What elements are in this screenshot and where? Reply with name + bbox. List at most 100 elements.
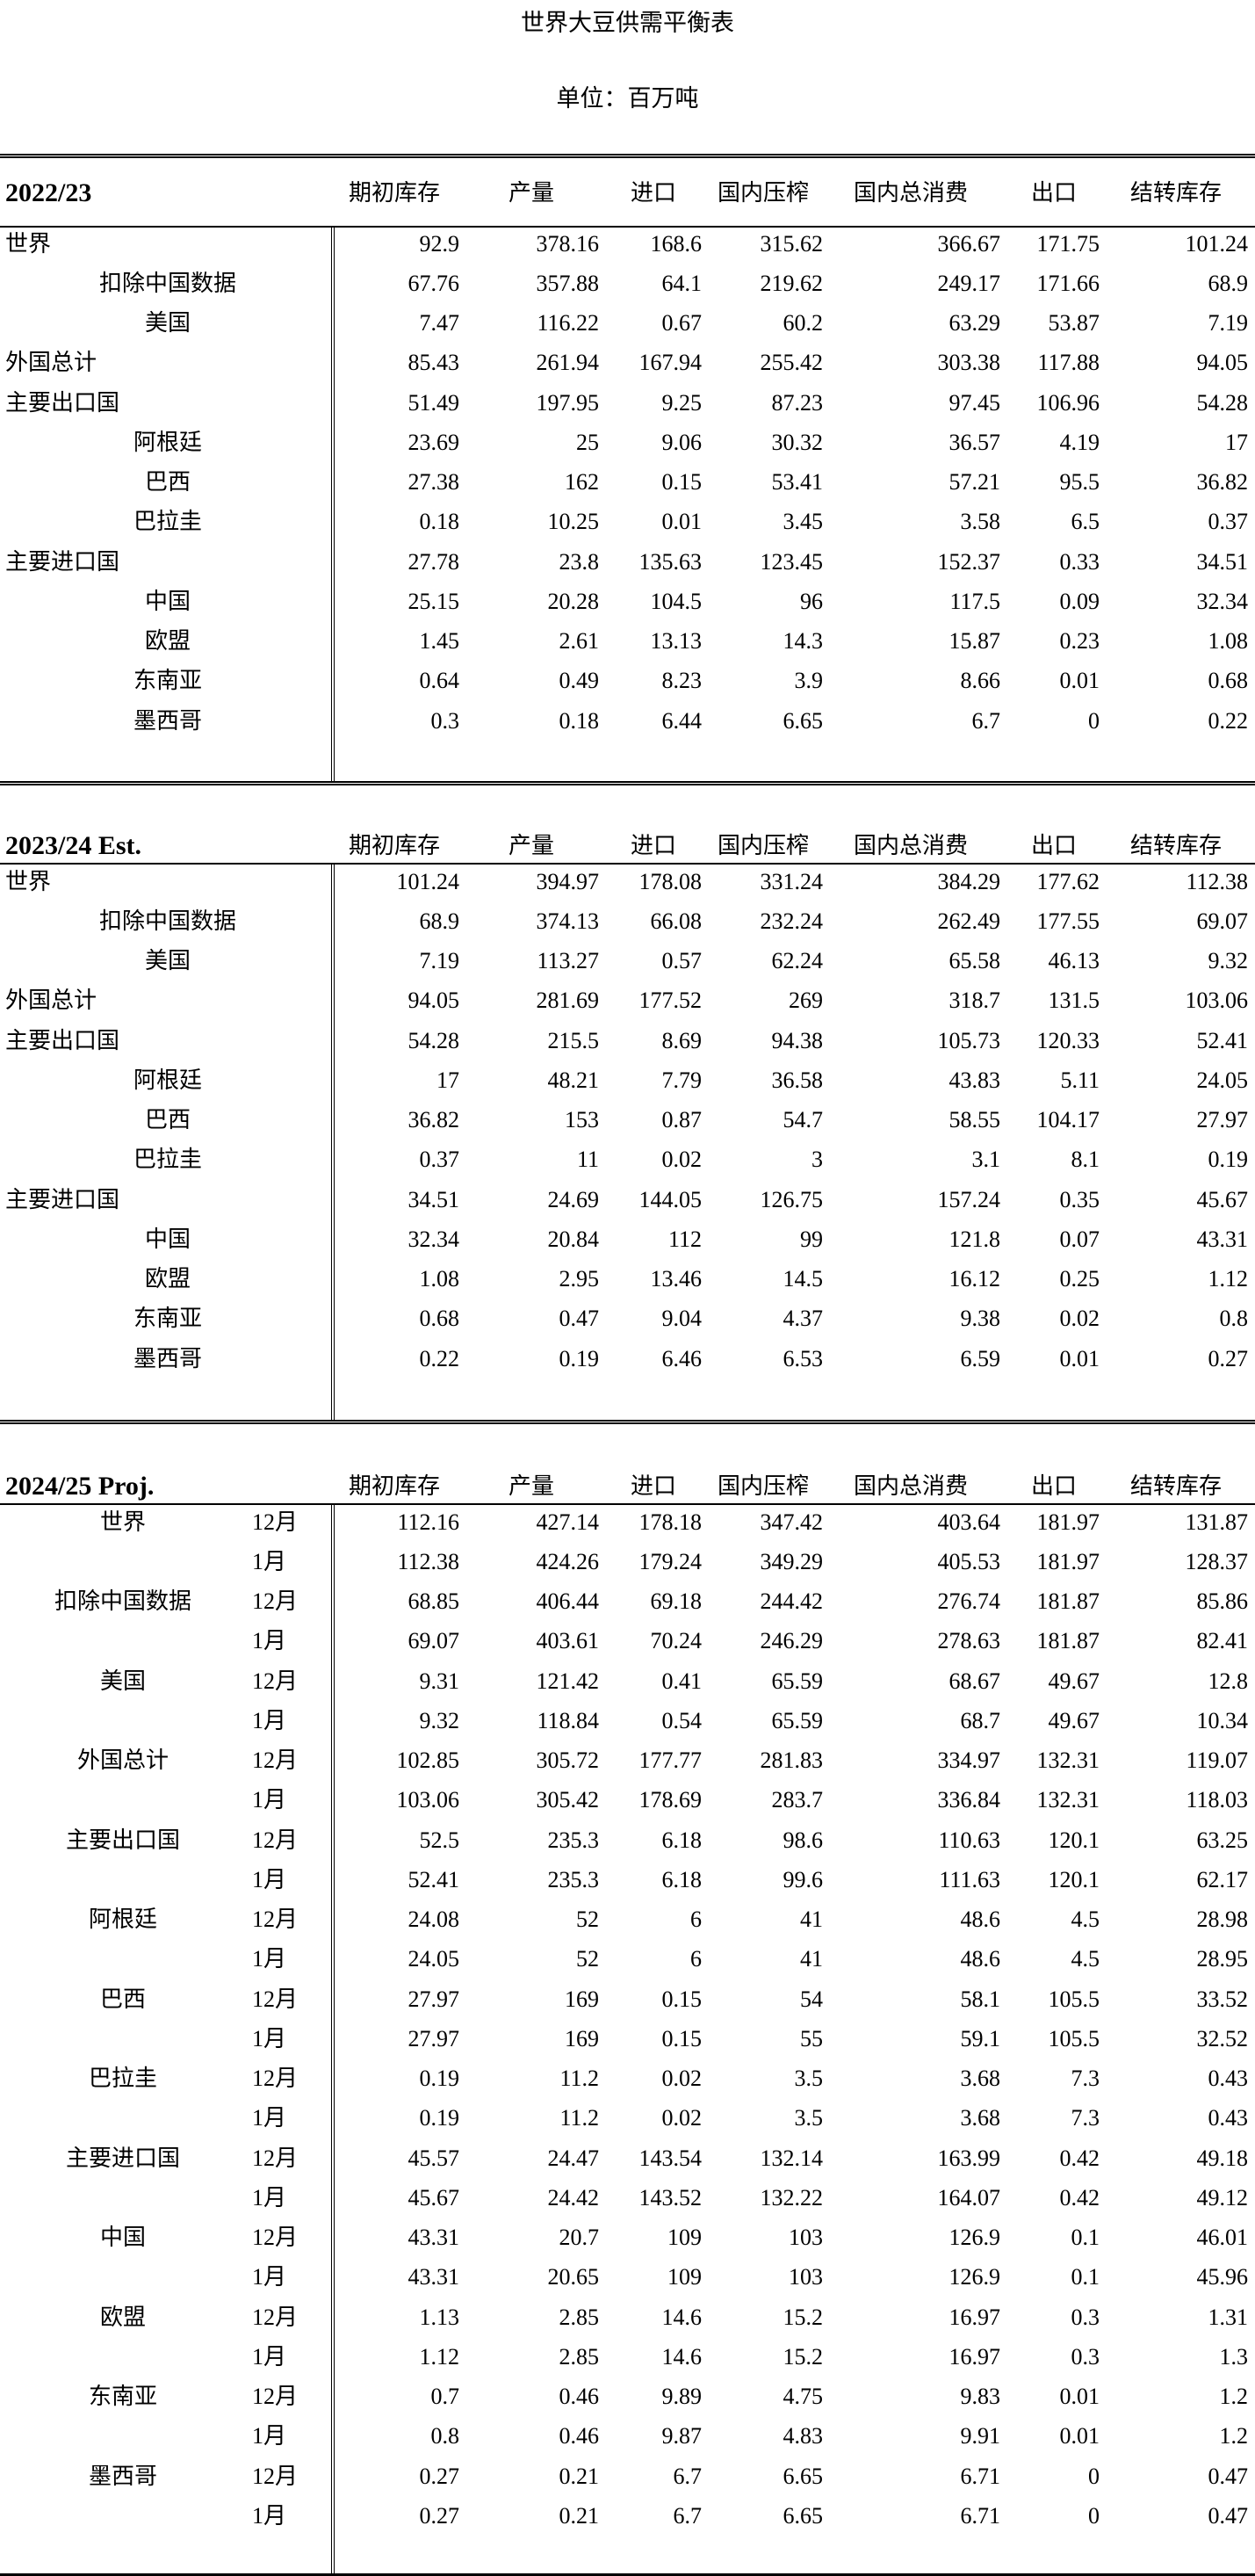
cell-value: 117.5 bbox=[949, 588, 1000, 614]
cell-value: 0.43 bbox=[1208, 2105, 1249, 2131]
row-label: 阿根廷 bbox=[88, 1907, 157, 1932]
table-row: 外国总计 85.43 261.94 167.94 255.42 303.38 117.88 9… bbox=[0, 343, 1255, 382]
cell-value: 132.14 bbox=[760, 2145, 824, 2171]
cell-value: 261.94 bbox=[536, 350, 600, 376]
row-label: 主要进口国 bbox=[65, 2145, 180, 2171]
cell-value: 0.33 bbox=[1059, 548, 1100, 575]
table-row: 巴拉圭 0.18 10.25 0.01 3.45 3.58 6.5 0.37 bbox=[0, 502, 1255, 541]
cell-value: 8.23 bbox=[661, 668, 703, 694]
cell-value: 0.47 bbox=[559, 1306, 600, 1332]
cell-value: 0.19 bbox=[419, 2066, 460, 2091]
table-row: 1月 0.8 0.46 9.87 4.83 9.91 0.01 1.2 bbox=[0, 2416, 1255, 2456]
cell-value: 116.22 bbox=[537, 310, 599, 336]
cell-value: 65.58 bbox=[948, 948, 1001, 973]
column-header: 出口 bbox=[1031, 180, 1078, 206]
month-label: 1月 bbox=[252, 1707, 287, 1733]
cell-value: 53.87 bbox=[1048, 310, 1100, 336]
column-header: 产量 bbox=[508, 180, 555, 206]
cell-value: 0.68 bbox=[1208, 668, 1249, 694]
cell-value: 1.31 bbox=[1208, 2304, 1249, 2330]
cell-value: 45.67 bbox=[408, 2184, 460, 2211]
cell-value: 6.53 bbox=[783, 1345, 824, 1371]
cell-value: 4.5 bbox=[1071, 1907, 1100, 1932]
cell-value: 11 bbox=[576, 1147, 599, 1173]
cell-value: 99 bbox=[800, 1226, 823, 1252]
cell-value: 276.74 bbox=[937, 1588, 1001, 1614]
cell-value: 118.84 bbox=[537, 1707, 599, 1733]
table-row: 巴西 27.38 162 0.15 53.41 57.21 95.5 36.82 bbox=[0, 462, 1255, 502]
cell-value: 6.7 bbox=[673, 2463, 703, 2489]
month-label: 1月 bbox=[252, 1787, 287, 1813]
cell-value: 68.7 bbox=[960, 1707, 1001, 1733]
cell-value: 164.07 bbox=[937, 2184, 1001, 2211]
bottom-rule bbox=[0, 2573, 1255, 2576]
cell-value: 0.3 bbox=[1071, 2343, 1100, 2370]
cell-value: 33.52 bbox=[1196, 1986, 1249, 2012]
cell-value: 278.63 bbox=[937, 1628, 1001, 1654]
cell-value: 153 bbox=[565, 1107, 599, 1132]
cell-value: 0.02 bbox=[661, 2105, 703, 2131]
cell-value: 143.52 bbox=[638, 2184, 703, 2211]
table-row: 墨西哥 12月 0.27 0.21 6.7 6.65 6.71 0 0.47 bbox=[0, 2457, 1255, 2496]
cell-value: 0.01 bbox=[661, 509, 703, 535]
cell-value: 15.87 bbox=[948, 628, 1001, 654]
table-row: 中国 32.34 20.84 112 99 121.8 0.07 43.31 bbox=[0, 1219, 1255, 1259]
table-row: 东南亚 12月 0.7 0.46 9.89 4.75 9.83 0.01 1.2 bbox=[0, 2377, 1255, 2416]
cell-value: 7.3 bbox=[1071, 2066, 1100, 2091]
unit-label: 单位：百万吨 bbox=[556, 85, 699, 112]
cell-value: 11.2 bbox=[559, 2105, 599, 2131]
cell-value: 3.68 bbox=[960, 2066, 1001, 2091]
cell-value: 27.97 bbox=[408, 2025, 460, 2051]
header-rule bbox=[0, 863, 1255, 865]
cell-value: 303.38 bbox=[937, 350, 1001, 376]
cell-value: 9.87 bbox=[661, 2423, 703, 2449]
cell-value: 315.62 bbox=[760, 230, 824, 257]
page-title: 世界大豆供需平衡表 bbox=[521, 10, 734, 36]
cell-value: 132.31 bbox=[1036, 1787, 1100, 1813]
cell-value: 6.65 bbox=[783, 2502, 824, 2529]
cell-value: 55 bbox=[800, 2025, 823, 2051]
month-label: 12月 bbox=[252, 2145, 299, 2171]
table-row: 美国 7.47 116.22 0.67 60.2 63.29 53.87 7.19 bbox=[0, 303, 1255, 343]
cell-value: 49.67 bbox=[1048, 1668, 1100, 1694]
cell-value: 24.05 bbox=[1196, 1067, 1249, 1093]
cell-value: 27.78 bbox=[408, 548, 460, 575]
cell-value: 103.06 bbox=[396, 1787, 460, 1813]
cell-value: 62.24 bbox=[771, 948, 824, 973]
table-row: 美国 7.19 113.27 0.57 62.24 65.58 46.13 9.32 bbox=[0, 941, 1255, 980]
cell-value: 62.17 bbox=[1196, 1866, 1249, 1892]
cell-value: 0.47 bbox=[1208, 2502, 1249, 2529]
cell-value: 14.3 bbox=[783, 628, 824, 654]
cell-value: 45.57 bbox=[408, 2145, 460, 2171]
cell-value: 9.32 bbox=[419, 1707, 460, 1733]
table-row: 中国 12月 43.31 20.7 109 103 126.9 0.1 46.01 bbox=[0, 2218, 1255, 2257]
table-row: 东南亚 0.68 0.47 9.04 4.37 9.38 0.02 0.8 bbox=[0, 1299, 1255, 1338]
table-row: 1月 45.67 24.42 143.52 132.22 164.07 0.42 49.12 bbox=[0, 2178, 1255, 2218]
cell-value: 20.84 bbox=[547, 1226, 600, 1252]
cell-value: 6.44 bbox=[661, 707, 703, 734]
cell-value: 1.3 bbox=[1219, 2343, 1249, 2370]
cell-value: 244.42 bbox=[760, 1588, 824, 1614]
row-label: 巴西 bbox=[144, 1107, 191, 1132]
cell-value: 25.15 bbox=[408, 588, 460, 614]
cell-value: 16.97 bbox=[948, 2304, 1001, 2330]
cell-value: 41 bbox=[800, 1907, 823, 1932]
cell-value: 51.49 bbox=[408, 389, 460, 416]
cell-value: 168.6 bbox=[650, 230, 703, 257]
cell-value: 49.67 bbox=[1048, 1707, 1100, 1733]
row-label: 欧盟 bbox=[99, 2304, 146, 2330]
cell-value: 349.29 bbox=[760, 1548, 824, 1574]
table-row: 1月 43.31 20.65 109 103 126.9 0.1 45.96 bbox=[0, 2257, 1255, 2297]
table-row: 1月 69.07 403.61 70.24 246.29 278.63 181.87 82.4… bbox=[0, 1621, 1255, 1661]
table-row: 1月 112.38 424.26 179.24 349.29 405.53 181.97 12… bbox=[0, 1542, 1255, 1581]
cell-value: 171.75 bbox=[1036, 230, 1100, 257]
table-row: 1月 24.05 52 6 41 48.6 4.5 28.95 bbox=[0, 1939, 1255, 1979]
cell-value: 374.13 bbox=[536, 908, 600, 934]
cell-value: 0.27 bbox=[419, 2463, 460, 2489]
cell-value: 103 bbox=[789, 2225, 823, 2250]
cell-value: 66.08 bbox=[650, 908, 703, 934]
cell-value: 45.96 bbox=[1196, 2264, 1249, 2290]
cell-value: 235.3 bbox=[547, 1866, 600, 1892]
row-label: 东南亚 bbox=[133, 668, 202, 694]
cell-value: 178.69 bbox=[638, 1787, 703, 1813]
